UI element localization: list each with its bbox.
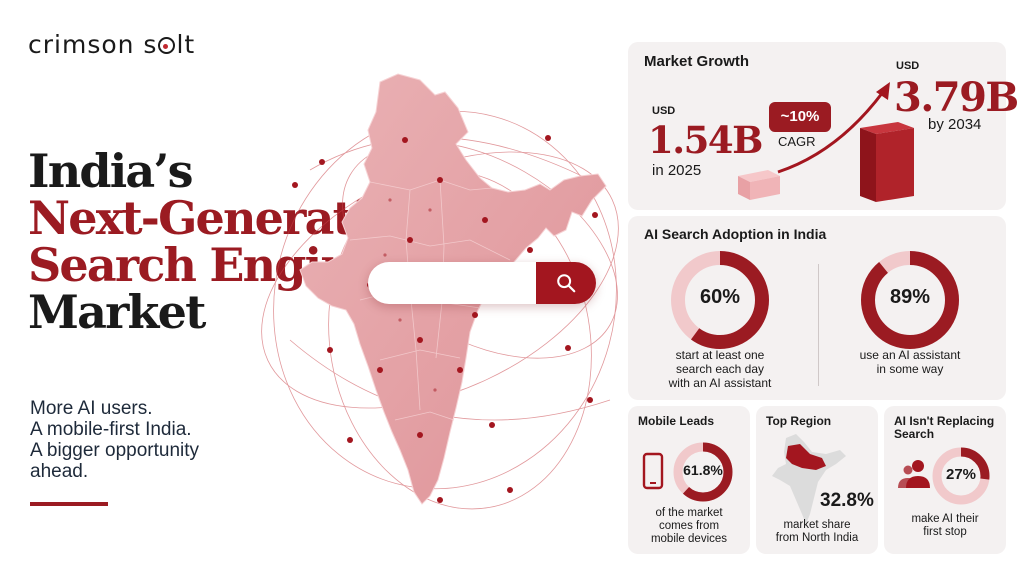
donut-fill bbox=[673, 442, 733, 502]
not-replacing-graphic bbox=[898, 447, 990, 505]
donut-fill bbox=[671, 251, 769, 349]
mobile-leads-title: Mobile Leads bbox=[638, 414, 715, 428]
region-value: 32.8% bbox=[820, 490, 874, 511]
title-line-1: India’s bbox=[28, 144, 194, 198]
adoption-value-1: 60% bbox=[699, 286, 741, 308]
cagr-label: CAGR bbox=[778, 134, 816, 149]
logo-text-1: crimson s bbox=[28, 30, 158, 59]
end-currency: USD bbox=[896, 60, 920, 72]
brand-logo: crimson s lt bbox=[28, 30, 195, 59]
growth-graphic bbox=[738, 82, 914, 202]
logo-text-2: lt bbox=[176, 30, 196, 59]
users-icon bbox=[898, 460, 930, 488]
growth-arrow bbox=[777, 91, 885, 174]
top-region-title: Top Region bbox=[766, 414, 832, 428]
top-region-panel: Top Region 32.8% market share from North… bbox=[756, 406, 878, 554]
ai-not-replacing-panel: AI Isn't Replacing Search 27% make AI th… bbox=[884, 406, 1006, 554]
adoption-value-2: 89% bbox=[889, 286, 931, 308]
search-bar-graphic bbox=[368, 262, 596, 304]
tagline-divider bbox=[30, 502, 108, 506]
tagline-line: A bigger opportunity bbox=[30, 440, 200, 461]
not-replacing-value: 27% bbox=[945, 466, 977, 483]
adoption-caption-1: start at least one search each day with … bbox=[668, 348, 772, 390]
donut-27-percent bbox=[932, 447, 990, 505]
start-currency: USD bbox=[652, 105, 676, 117]
donut-89-percent bbox=[861, 251, 959, 349]
cagr-badge: ~10% bbox=[769, 102, 831, 132]
mobile-leads-panel: Mobile Leads 61.8% of the market comes f… bbox=[628, 406, 750, 554]
tall-bar-icon bbox=[860, 122, 914, 202]
market-growth-title: Market Growth bbox=[644, 53, 750, 70]
donut-61-8-percent bbox=[673, 442, 733, 502]
donut-60-percent bbox=[671, 251, 769, 349]
end-value: 3.79B bbox=[894, 74, 1019, 121]
mobile-caption: of the market comes from mobile devices bbox=[650, 507, 728, 545]
phone-icon bbox=[642, 452, 664, 490]
adoption-divider bbox=[818, 264, 819, 386]
region-caption: market share from North India bbox=[775, 519, 859, 544]
north-india-region bbox=[786, 444, 826, 470]
tagline-line: More AI users. bbox=[30, 398, 153, 419]
tagline-line: ahead. bbox=[30, 461, 89, 482]
start-year: in 2025 bbox=[652, 162, 702, 179]
logo-o-icon bbox=[158, 37, 176, 54]
end-year: by 2034 bbox=[928, 116, 982, 133]
india-map-icon bbox=[772, 434, 846, 524]
mobile-value: 61.8% bbox=[683, 462, 723, 478]
search-icon bbox=[557, 274, 576, 293]
ai-adoption-title: AI Search Adoption in India bbox=[644, 226, 827, 242]
tagline: More AI users. A mobile-first India. A b… bbox=[30, 398, 199, 482]
donut-fill bbox=[861, 251, 959, 349]
title-line-4: Market bbox=[28, 285, 206, 339]
small-cube-icon bbox=[738, 170, 780, 200]
ai-not-replacing-title: AI Isn't Replacing Search bbox=[894, 414, 995, 441]
start-value: 1.54B bbox=[648, 118, 763, 162]
mobile-graphic bbox=[642, 442, 733, 502]
donut-fill bbox=[932, 447, 990, 505]
ai-adoption-panel: AI Search Adoption in India 60% 89% star… bbox=[628, 216, 1006, 400]
adoption-caption-2: use an AI assistant in some way bbox=[859, 348, 961, 376]
adoption-donuts bbox=[671, 251, 959, 349]
market-growth-panel: Market Growth USD 1.54B in 2025 ~10% CAG… bbox=[628, 42, 1019, 210]
tagline-line: A mobile-first India. bbox=[30, 419, 192, 440]
search-button bbox=[536, 262, 596, 304]
not-replacing-caption: make AI their first stop bbox=[911, 513, 979, 538]
